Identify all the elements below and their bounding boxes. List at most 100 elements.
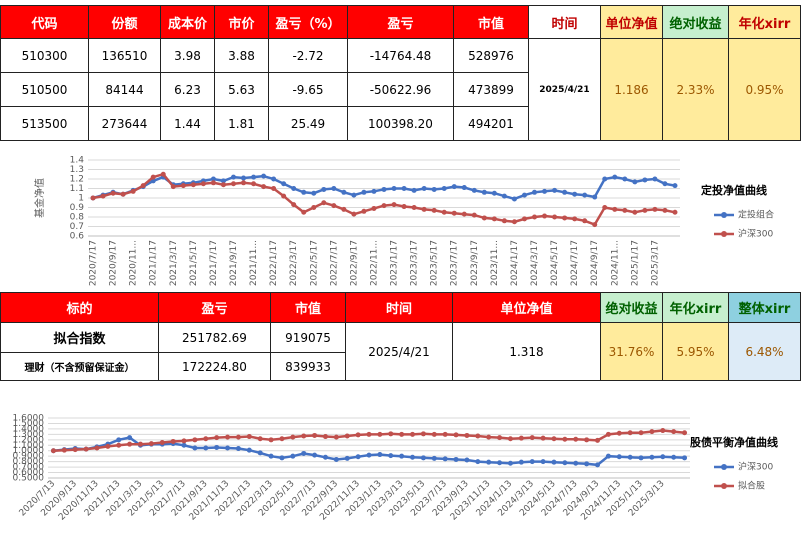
- point: [361, 208, 367, 214]
- point: [355, 432, 361, 438]
- point: [210, 176, 216, 182]
- x-tick-label: 2022/5/17: [309, 240, 319, 286]
- point: [540, 459, 546, 465]
- point: [464, 457, 470, 463]
- header: 绝对收益: [662, 5, 729, 39]
- legend-label: 沪深300: [738, 228, 773, 240]
- point: [235, 446, 241, 452]
- xirr: 5.95%: [662, 322, 729, 381]
- point: [90, 195, 96, 201]
- point: [271, 186, 277, 191]
- point: [257, 436, 263, 442]
- point: [622, 207, 628, 213]
- point: [572, 191, 578, 197]
- point: [501, 218, 507, 224]
- y-tick-label: 0.7: [70, 222, 84, 232]
- point: [497, 435, 503, 441]
- point: [410, 454, 416, 460]
- point: [181, 438, 187, 444]
- point: [552, 187, 558, 193]
- point: [290, 434, 296, 440]
- point: [584, 461, 590, 467]
- point: [391, 202, 397, 208]
- point: [442, 456, 448, 462]
- header: 盈亏（%）: [268, 5, 348, 39]
- point: [592, 194, 598, 200]
- table-bottom: 标的 盈亏 市值 时间 单位净值 绝对收益 年化xirr 整体xirr 拟合指数…: [0, 292, 801, 381]
- cell: 100398.20: [347, 106, 454, 141]
- point: [130, 188, 136, 194]
- point: [203, 436, 209, 442]
- point: [481, 215, 487, 221]
- x-tick-label: 2021/5/17: [189, 240, 199, 286]
- x-tick-label: 2024/9/17: [590, 240, 600, 286]
- x-tick-label: 2021/1/17: [149, 240, 159, 286]
- header: 单位净值: [452, 292, 601, 323]
- point: [486, 434, 492, 440]
- point: [649, 429, 655, 435]
- point: [246, 447, 252, 453]
- point: [220, 178, 226, 184]
- point: [671, 429, 677, 435]
- point: [344, 433, 350, 439]
- point: [251, 181, 257, 187]
- x-tick-label: 2023/7/17: [450, 240, 460, 286]
- point: [311, 190, 317, 196]
- point: [279, 436, 285, 442]
- cell: 84144: [88, 72, 161, 107]
- point: [127, 435, 133, 441]
- point: [582, 192, 588, 198]
- x-tick-label: 2023/9/17: [470, 240, 480, 286]
- point: [311, 205, 317, 210]
- point: [388, 453, 394, 459]
- point: [388, 431, 394, 437]
- point: [291, 202, 297, 208]
- point: [366, 452, 372, 458]
- point: [420, 455, 426, 461]
- header: 市值: [270, 292, 346, 323]
- y-tick-label: 0.8000: [13, 457, 45, 467]
- point: [616, 430, 622, 436]
- point: [461, 185, 467, 191]
- x-tick-label: 2022/7/17: [329, 240, 339, 286]
- point: [411, 187, 417, 193]
- point: [192, 437, 198, 443]
- point: [268, 437, 274, 443]
- point: [481, 189, 487, 195]
- point: [50, 448, 56, 454]
- point: [251, 174, 257, 180]
- cell: 3.88: [214, 38, 269, 73]
- point: [257, 450, 263, 456]
- point: [322, 454, 328, 460]
- header: 盈亏: [347, 5, 454, 39]
- header: 年化xirr: [662, 292, 729, 323]
- point: [399, 431, 405, 437]
- point: [301, 450, 307, 456]
- point: [605, 431, 611, 437]
- point: [241, 180, 247, 186]
- legend-label: 拟合股: [738, 480, 765, 492]
- header: 市价: [214, 5, 269, 39]
- point: [616, 454, 622, 460]
- cell: -14764.48: [347, 38, 454, 73]
- cell: 510500: [0, 72, 89, 107]
- cell: 839933: [270, 352, 346, 381]
- legend-marker: [721, 464, 727, 470]
- row-label: 拟合指数: [0, 322, 159, 353]
- point: [573, 436, 579, 442]
- legend-marker: [721, 483, 727, 489]
- point: [203, 445, 209, 451]
- y-tick-label: 1.5000: [13, 419, 45, 429]
- point: [662, 181, 668, 187]
- point: [246, 434, 252, 440]
- absolute-return: 31.76%: [600, 322, 663, 381]
- x-tick-label: 2024/3/17: [530, 240, 540, 286]
- time: 2025/4/21: [345, 322, 453, 381]
- header: 份额: [88, 5, 161, 39]
- point: [501, 193, 507, 199]
- point: [638, 455, 644, 461]
- cell: 251782.69: [158, 322, 271, 353]
- y-tick-label: 1.4: [70, 156, 85, 166]
- point: [312, 452, 318, 458]
- point: [411, 205, 417, 210]
